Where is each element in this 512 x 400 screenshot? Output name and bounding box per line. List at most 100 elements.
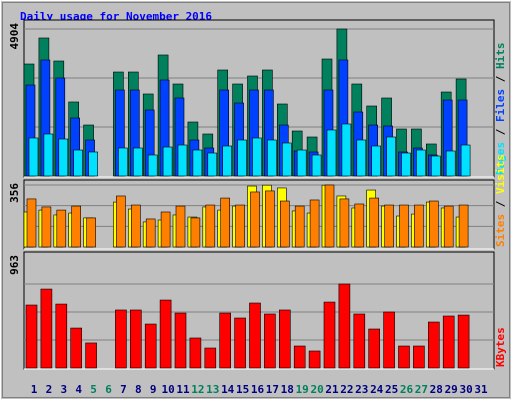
- bar: [428, 200, 439, 248]
- bar: [220, 197, 230, 248]
- bar: [207, 152, 218, 177]
- x-tick-label: 13: [206, 383, 219, 396]
- bar: [147, 154, 158, 177]
- bar: [369, 197, 380, 248]
- bar: [40, 288, 53, 369]
- bar: [354, 203, 365, 248]
- bar: [267, 139, 277, 177]
- bar: [309, 199, 320, 248]
- x-tick-label: 21: [325, 383, 339, 396]
- bar: [58, 138, 69, 177]
- x-tick-label: 10: [161, 383, 174, 396]
- bar: [294, 205, 305, 248]
- bar: [371, 145, 382, 177]
- legend-separator: /: [494, 194, 507, 214]
- bar: [130, 309, 142, 369]
- x-tick-label: 4: [75, 383, 82, 396]
- x-tick-label: 16: [251, 383, 265, 396]
- bar: [416, 149, 426, 177]
- bar: [237, 139, 247, 177]
- legend-entry: Visits: [494, 154, 507, 194]
- bar: [442, 315, 455, 369]
- bar: [278, 309, 291, 369]
- legend: Sites / Visits: [494, 154, 507, 247]
- bar: [71, 205, 81, 248]
- x-tick-label: 7: [120, 383, 127, 396]
- bar: [56, 209, 67, 248]
- x-tick-label: 9: [150, 383, 157, 396]
- bar: [281, 142, 292, 177]
- x-tick-label: 30: [459, 383, 472, 396]
- bar: [25, 304, 38, 369]
- bar: [70, 327, 82, 369]
- x-tick-label: 25: [385, 383, 398, 396]
- x-tick-label: 22: [340, 383, 353, 396]
- bar: [293, 345, 306, 369]
- y-tick-label: 356: [8, 183, 21, 203]
- bar: [457, 314, 470, 369]
- x-tick-label: 29: [445, 383, 458, 396]
- bar: [234, 317, 246, 369]
- legend-separator: /: [494, 69, 507, 89]
- bar: [414, 204, 424, 248]
- bar: [323, 301, 336, 369]
- bar: [115, 309, 127, 369]
- bar: [279, 200, 290, 248]
- bar: [413, 345, 425, 369]
- bar: [427, 321, 440, 369]
- bar: [174, 312, 187, 369]
- bar: [308, 350, 321, 369]
- bar: [383, 311, 395, 369]
- legend-entry: Pages: [494, 142, 507, 175]
- bar: [384, 204, 394, 248]
- x-tick-label: 23: [355, 383, 368, 396]
- legend: Pages / Files / Hits: [494, 43, 507, 176]
- bar: [324, 184, 335, 248]
- legend-entry: Sites: [494, 214, 507, 247]
- bar: [205, 204, 216, 248]
- y-tick-label: 963: [8, 255, 21, 275]
- bar: [88, 151, 98, 177]
- bar: [41, 206, 52, 248]
- bar: [28, 137, 39, 177]
- bar: [219, 312, 231, 369]
- x-tick-label: 31: [474, 383, 488, 396]
- bar: [398, 345, 410, 369]
- bar: [264, 313, 276, 369]
- bar: [460, 144, 471, 177]
- bar: [338, 283, 351, 369]
- bar: [326, 129, 337, 177]
- legend: KBytes: [494, 327, 507, 367]
- bar: [26, 198, 37, 248]
- legend-separator: /: [494, 122, 507, 142]
- bar: [116, 195, 126, 248]
- x-tick-label: 17: [266, 383, 279, 396]
- bar: [131, 204, 141, 248]
- bar: [356, 139, 367, 177]
- bar: [339, 198, 350, 248]
- bar: [445, 150, 456, 177]
- bar: [222, 145, 232, 177]
- x-tick-label: 18: [281, 383, 294, 396]
- legend-entry: Files: [494, 89, 507, 122]
- x-tick-label: 19: [296, 383, 309, 396]
- bar: [144, 323, 157, 369]
- x-tick-label: 2: [46, 383, 53, 396]
- bar: [85, 342, 97, 369]
- bar: [368, 328, 381, 369]
- y-tick-label: 4904: [8, 23, 21, 50]
- x-tick-label: 5: [90, 383, 97, 396]
- bar: [458, 204, 469, 248]
- bar: [249, 302, 261, 369]
- bar: [160, 211, 171, 248]
- x-tick-label: 6: [105, 383, 112, 396]
- bar: [353, 313, 366, 369]
- bar: [43, 133, 54, 177]
- x-tick-label: 3: [60, 383, 67, 396]
- bar: [190, 217, 201, 248]
- bar: [386, 136, 396, 177]
- x-tick-label: 27: [415, 383, 428, 396]
- x-tick-label: 26: [400, 383, 414, 396]
